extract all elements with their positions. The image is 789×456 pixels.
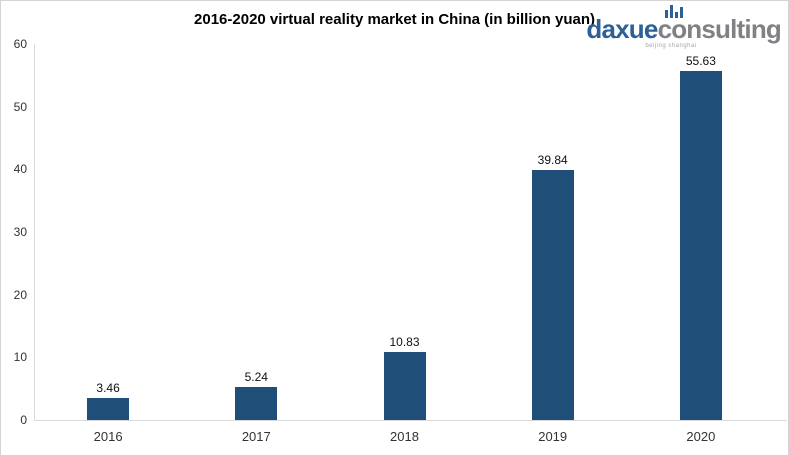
y-tick-label: 50 xyxy=(13,99,27,114)
x-tick-label: 2020 xyxy=(686,429,716,444)
bar-value-label: 39.84 xyxy=(537,153,568,168)
bar-value-label: 5.24 xyxy=(244,370,268,385)
logo-tagline: beijing shanghai xyxy=(645,43,697,49)
bar-2018 xyxy=(383,352,426,420)
bar-2016 xyxy=(87,398,130,420)
y-tick-label: 60 xyxy=(13,37,27,51)
daxue-consulting-logo: daxueconsulting beijing shanghai xyxy=(586,4,783,49)
bar-value-label: 10.83 xyxy=(389,335,420,350)
bar-chart-icon xyxy=(665,5,683,18)
x-tick-label: 2016 xyxy=(93,429,123,444)
chart-title: 2016-2020 virtual reality market in Chin… xyxy=(194,11,595,28)
y-tick-label: 10 xyxy=(13,350,27,365)
y-axis-line xyxy=(34,44,35,420)
y-tick-label: 0 xyxy=(20,413,27,427)
plot-area: 3.46 5.24 10.83 39.84 55.63 xyxy=(34,44,786,420)
bar-value-label: 55.63 xyxy=(685,54,716,69)
y-tick-label: 20 xyxy=(13,287,27,302)
logo-brand-primary: daxue xyxy=(586,14,658,44)
x-tick-label: 2019 xyxy=(538,429,568,444)
logo-wordmark: daxueconsulting xyxy=(586,16,781,42)
x-tick-label: 2017 xyxy=(241,429,271,444)
x-tick-label: 2018 xyxy=(390,429,419,444)
y-tick-label: 40 xyxy=(13,162,27,177)
bar-value-label: 3.46 xyxy=(96,381,120,396)
bar-2019 xyxy=(531,170,574,420)
y-tick-label: 30 xyxy=(13,225,27,239)
logo-brand-secondary: consulting xyxy=(657,14,782,44)
bar-2017 xyxy=(235,387,278,420)
bar-2020 xyxy=(679,71,722,420)
x-axis-line xyxy=(34,420,787,421)
